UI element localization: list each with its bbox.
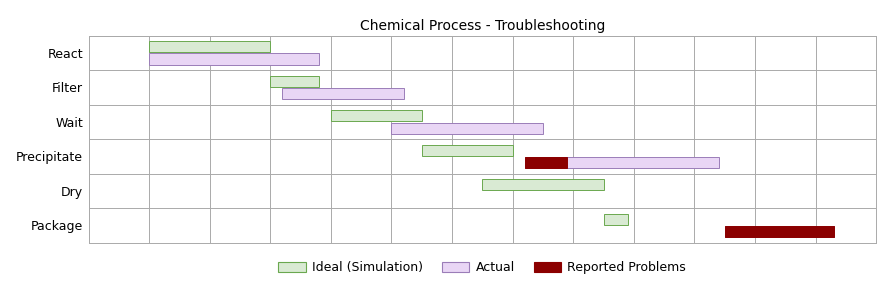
Bar (725, 226, 834, 237)
Bar (725, 226, 834, 237)
Legend: Ideal (Simulation), Actual, Reported Problems: Ideal (Simulation), Actual, Reported Pro… (274, 257, 690, 278)
Bar (270, 75, 319, 87)
Bar (391, 123, 543, 133)
Title: Chemical Process - Troubleshooting: Chemical Process - Troubleshooting (359, 19, 605, 33)
Bar (482, 179, 604, 190)
Bar (149, 41, 270, 52)
Bar (149, 54, 319, 65)
Bar (525, 157, 567, 168)
Bar (604, 214, 627, 225)
Bar (282, 88, 404, 99)
Bar (422, 145, 512, 156)
Bar (525, 157, 719, 168)
Bar (331, 110, 422, 121)
